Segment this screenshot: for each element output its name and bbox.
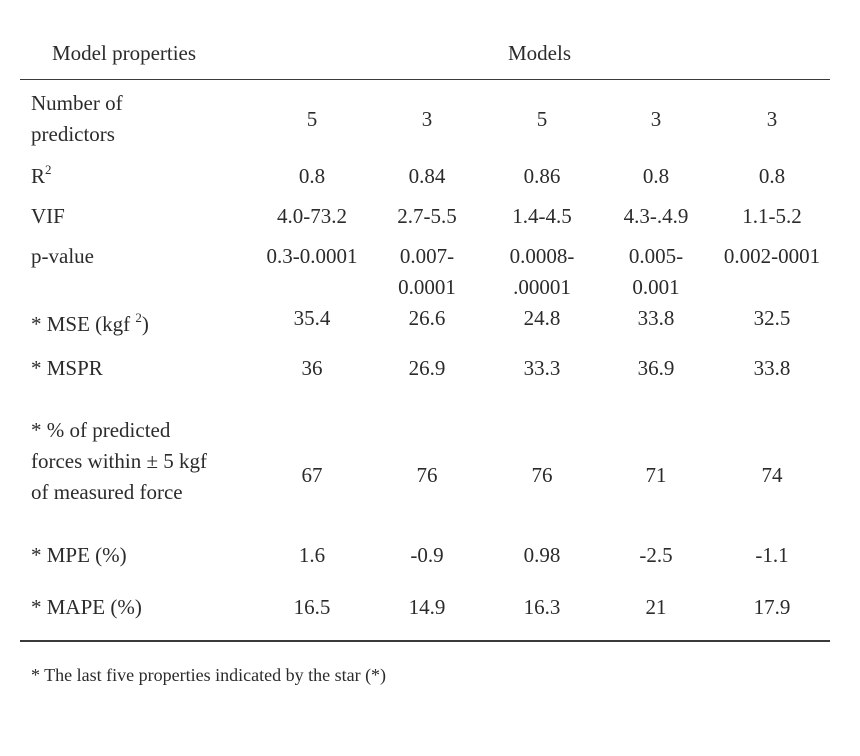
cell-mape-2: 14.9 [408, 595, 446, 619]
cell-vif-3: 1.4-4.5 [512, 204, 572, 228]
cell-mse-4: 33.8 [637, 306, 675, 330]
row-label-predictors: Number of predictors [31, 91, 123, 146]
cell-mspr-3: 33.3 [523, 356, 561, 380]
header-models: Models [508, 41, 571, 65]
cell-percent-within-5: 74 [761, 463, 783, 487]
cell-predictors-5: 3 [766, 107, 778, 131]
cell-mspr-1: 36 [301, 356, 323, 380]
cell-predictors-1: 5 [306, 107, 318, 131]
cell-mape-3: 16.3 [523, 595, 561, 619]
cell-mpe-2: -0.9 [410, 543, 444, 567]
cell-vif-2: 2.7-5.5 [397, 204, 457, 228]
cell-vif-5: 1.1-5.2 [742, 204, 802, 228]
cell-mpe-5: -1.1 [755, 543, 789, 567]
cell-mape-5: 17.9 [753, 595, 791, 619]
cell-r2-3: 0.86 [523, 164, 561, 188]
row-label-mape: * MAPE (%) [31, 595, 142, 619]
cell-percent-within-2: 76 [416, 463, 438, 487]
cell-r2-2: 0.84 [408, 164, 446, 188]
cell-r2-5: 0.8 [758, 164, 786, 188]
cell-vif-1: 4.0-73.2 [277, 204, 347, 228]
row-label-mspr: * MSPR [31, 356, 103, 380]
cell-mspr-4: 36.9 [637, 356, 675, 380]
cell-percent-within-1: 67 [301, 463, 323, 487]
cell-mape-1: 16.5 [293, 595, 331, 619]
cell-r2-4: 0.8 [642, 164, 670, 188]
cell-mspr-5: 33.8 [753, 356, 791, 380]
row-label-mse: * MSE (kgf 2) [31, 309, 149, 340]
cell-r2-1: 0.8 [298, 164, 326, 188]
row-label-r2-sup: 2 [45, 162, 52, 177]
footnote: * The last five properties indicated by … [31, 665, 387, 685]
cell-vif-4: 4.3-.4.9 [623, 204, 689, 228]
row-label-r2: R2 [31, 161, 52, 192]
cell-percent-within-4: 71 [645, 463, 667, 487]
cell-predictors-3: 5 [536, 107, 548, 131]
cell-mape-4: 21 [645, 595, 667, 619]
cell-predictors-2: 3 [421, 107, 433, 131]
cell-mspr-2: 26.9 [408, 356, 446, 380]
row-label-r2-text: R [31, 164, 46, 188]
cell-mse-5: 32.5 [753, 306, 791, 330]
row-label-mse-text: * MSE (kgf [31, 312, 136, 336]
row-label-mpe: * MPE (%) [31, 543, 127, 567]
cell-mse-1: 35.4 [293, 306, 331, 330]
cell-pvalue-2: 0.007- 0.0001 [398, 244, 456, 299]
cell-predictors-4: 3 [650, 107, 662, 131]
cell-pvalue-3: 0.0008- .00001 [509, 244, 575, 299]
cell-pvalue-5: 0.002-0001 [723, 244, 821, 268]
header-rule [20, 79, 830, 80]
cell-mpe-4: -2.5 [639, 543, 673, 567]
cell-mpe-1: 1.6 [298, 543, 326, 567]
row-label-percent-within: * % of predicted forces within ± 5 kgf o… [31, 418, 207, 504]
cell-mse-3: 24.8 [523, 306, 561, 330]
row-label-mse-sup: 2 [135, 310, 142, 325]
cell-pvalue-4: 0.005- 0.001 [628, 244, 684, 299]
cell-percent-within-3: 76 [531, 463, 553, 487]
row-label-pvalue: p-value [31, 244, 94, 268]
cell-pvalue-1: 0.3-0.0001 [266, 244, 358, 268]
row-label-mse-close: ) [141, 312, 149, 336]
bottom-rule [20, 640, 830, 642]
cell-mse-2: 26.6 [408, 306, 446, 330]
cell-mpe-3: 0.98 [523, 543, 561, 567]
row-label-vif: VIF [31, 204, 65, 228]
header-model-properties: Model properties [52, 41, 197, 65]
